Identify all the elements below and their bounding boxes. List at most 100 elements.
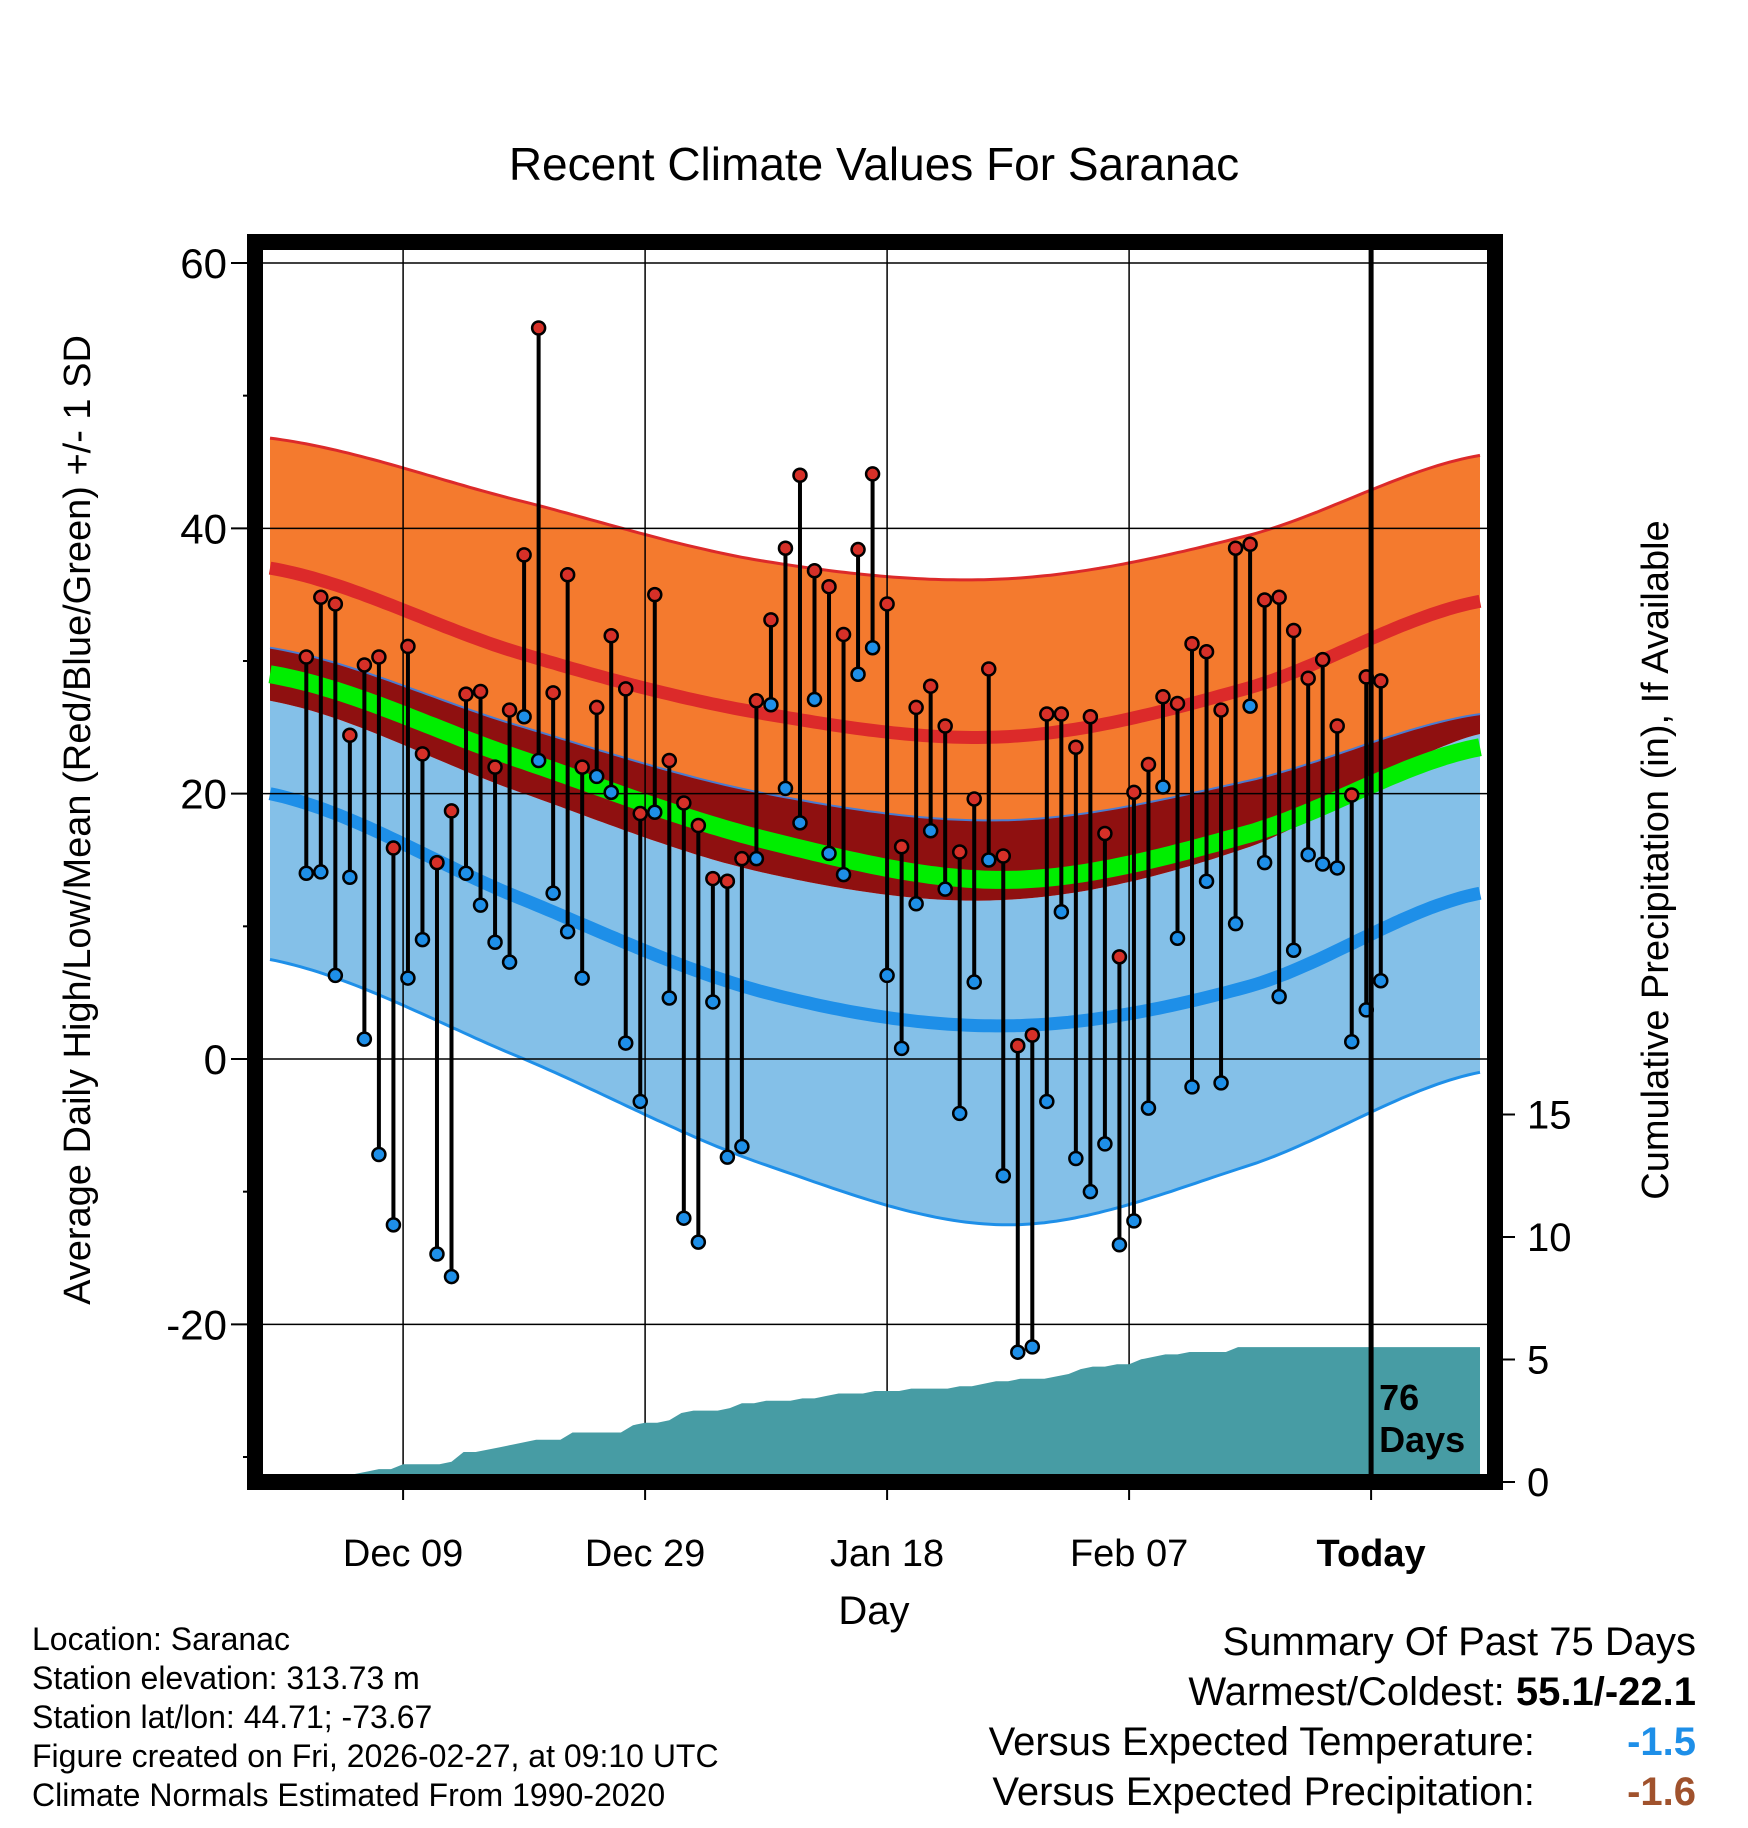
- low-point: [574, 970, 590, 986]
- low-point: [1285, 942, 1302, 958]
- high-point: [1024, 1027, 1041, 1043]
- high-point: [1373, 673, 1389, 689]
- temp-value: -1.5: [1627, 1720, 1696, 1764]
- high-point: [951, 844, 968, 860]
- low-point: [1111, 1236, 1128, 1253]
- y2-tick-label: 15: [1527, 1094, 1572, 1138]
- precip-value: -1.6: [1627, 1770, 1696, 1814]
- high-point: [980, 661, 997, 677]
- high-point: [530, 320, 547, 336]
- summary-title: Summary Of Past 75 Days: [1222, 1620, 1696, 1664]
- high-point: [792, 467, 808, 484]
- high-point: [821, 578, 837, 595]
- high-point: [1111, 949, 1128, 965]
- warm-cold-label: Warmest/Coldest:: [1188, 1670, 1505, 1714]
- low-point: [922, 823, 939, 839]
- high-point: [1010, 1037, 1026, 1054]
- low-point: [414, 931, 431, 948]
- station-info: Location: Saranac Station elevation: 313…: [32, 1620, 719, 1815]
- high-point: [429, 854, 445, 871]
- high-point: [342, 727, 358, 744]
- low-point: [472, 897, 489, 913]
- high-point: [487, 759, 503, 775]
- low-point: [342, 869, 358, 885]
- high-point: [472, 683, 489, 700]
- y2-axis-label: Cumulative Precipitation (in), If Availa…: [1635, 520, 1677, 1199]
- created-text: Figure created on Fri, 2026-02-27, at 09…: [32, 1738, 719, 1774]
- high-point: [603, 628, 619, 644]
- low-point: [864, 639, 881, 656]
- low-point: [1314, 856, 1331, 872]
- low-point: [806, 691, 823, 708]
- high-point: [937, 718, 953, 734]
- high-point: [400, 638, 416, 655]
- low-point: [734, 1138, 750, 1155]
- high-point: [879, 596, 895, 612]
- low-point: [530, 752, 547, 769]
- high-point: [806, 563, 823, 579]
- low-point: [661, 990, 678, 1006]
- low-point: [1373, 972, 1389, 989]
- low-point: [1169, 930, 1186, 947]
- high-point: [864, 466, 881, 482]
- high-point: [574, 759, 590, 775]
- low-point: [1300, 846, 1316, 863]
- low-point: [1140, 1100, 1157, 1116]
- high-point: [1082, 708, 1099, 725]
- low-point: [763, 697, 779, 713]
- y-tick-label: 40: [180, 505, 227, 552]
- high-point: [356, 657, 373, 673]
- precipitation-area: [270, 1347, 1480, 1474]
- x-tick-label: Today: [1317, 1533, 1426, 1575]
- high-point: [327, 596, 344, 612]
- y2-tick-label: 0: [1527, 1461, 1549, 1505]
- low-point: [632, 1093, 649, 1110]
- low-point: [559, 923, 576, 940]
- low-point: [588, 768, 605, 785]
- high-point: [1256, 592, 1273, 608]
- high-point: [1039, 706, 1055, 722]
- low-lower-line: [269, 958, 1481, 1227]
- temp-label: Versus Expected Temperature:: [988, 1720, 1535, 1764]
- high-point: [705, 870, 721, 887]
- high-point: [1227, 540, 1244, 556]
- low-point: [937, 881, 953, 897]
- high-point: [690, 817, 707, 834]
- low-point: [1184, 1079, 1200, 1095]
- high-point: [893, 838, 910, 855]
- y-tick-label: 20: [180, 771, 227, 818]
- high-point: [835, 626, 852, 643]
- location-text: Location: Saranac: [32, 1621, 290, 1657]
- low-point: [1053, 903, 1070, 920]
- low-point: [1155, 779, 1171, 795]
- high-point: [850, 541, 866, 558]
- low-point: [1256, 854, 1273, 871]
- high-point: [763, 612, 779, 628]
- high-point: [385, 840, 402, 856]
- precip-label: Versus Expected Precipitation:: [992, 1770, 1535, 1814]
- high-point: [414, 746, 431, 762]
- low-point: [516, 708, 532, 725]
- high-point: [1213, 702, 1229, 718]
- x-tick-label: Dec 09: [343, 1533, 463, 1575]
- high-point: [313, 589, 329, 606]
- days-count-label: 76: [1379, 1377, 1419, 1418]
- y2-tick-label: 10: [1527, 1216, 1572, 1260]
- low-point: [1097, 1136, 1113, 1152]
- high-point: [966, 791, 982, 807]
- low-point: [356, 1031, 373, 1047]
- low-point: [1068, 1150, 1084, 1167]
- low-point: [980, 852, 997, 868]
- low-point: [835, 866, 852, 883]
- high-point: [1155, 689, 1171, 705]
- low-point: [385, 1217, 402, 1233]
- low-point: [458, 865, 474, 882]
- high-point: [617, 681, 634, 697]
- high-point: [1271, 589, 1287, 606]
- low-point: [821, 845, 837, 862]
- high-point: [1329, 718, 1345, 734]
- low-point: [1329, 860, 1345, 876]
- high-point: [1184, 635, 1200, 652]
- low-point: [995, 1167, 1012, 1184]
